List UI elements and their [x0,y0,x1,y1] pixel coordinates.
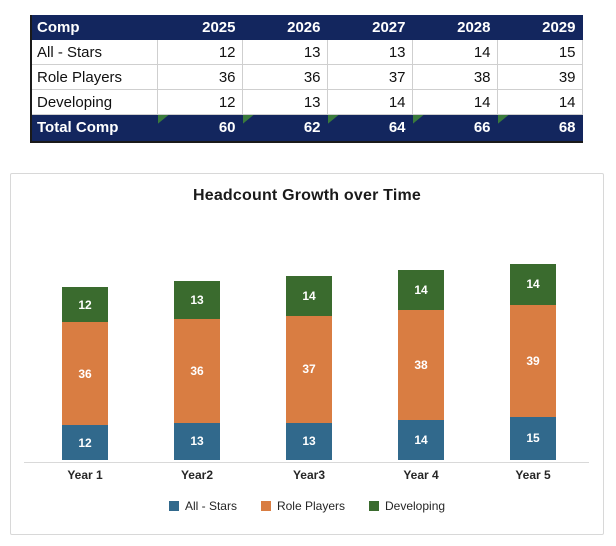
table-value-cell[interactable]: 38 [411,64,498,90]
legend-swatch-icon [369,501,379,511]
bar-value-label: 12 [78,435,92,450]
bar-value-label: 15 [526,431,540,446]
bar-segment-all-stars[interactable]: 13 [286,422,332,460]
legend-label: All - Stars [184,499,237,513]
formula-flag-triangle-icon [413,115,424,124]
bar-segment-developing[interactable]: 14 [398,269,444,311]
bar-segment-role-players[interactable]: 38 [398,310,444,420]
bar-value-label: 36 [78,366,92,381]
stacked-bar[interactable]: 14 38 14 [398,269,444,460]
legend-label: Developing [385,499,446,513]
chart-legend: All - Stars Role Players Developing [11,496,603,516]
comp-table: Comp 2025 2026 2027 2028 2029 All - Stars 12 13 1… [30,15,583,143]
table-value-cell[interactable]: 15 [496,39,583,65]
table-total-value-cell[interactable]: 68 [496,114,583,142]
x-axis-line [24,462,589,463]
bar-segment-role-players[interactable]: 36 [62,321,108,426]
bar-value-label: 14 [302,288,316,303]
table-row: Developing 12 13 14 14 14 [30,89,583,115]
bar-segment-developing[interactable]: 12 [62,287,108,322]
table-value-cell[interactable]: 36 [156,64,243,90]
table-row: All - Stars 12 13 13 14 15 [30,39,583,65]
bar-segment-role-players[interactable]: 37 [286,316,332,423]
stacked-bar[interactable]: 13 36 13 [174,281,220,460]
legend-swatch-icon [168,501,179,511]
bar-value-label: 14 [414,432,428,447]
x-axis-label: Year3 [292,468,326,482]
bar-value-label: 37 [302,362,316,377]
bar-segment-role-players[interactable]: 36 [174,318,220,423]
table-header-year-cell[interactable]: 2026 [241,15,328,40]
table-header-comp-cell[interactable]: Comp [30,15,158,40]
stacked-bar[interactable]: 13 37 14 [286,275,332,460]
legend-label: Role Players [276,499,345,513]
formula-flag-triangle-icon [498,115,509,124]
bar-value-label: 12 [78,297,92,312]
table-value-cell[interactable]: 13 [326,39,413,65]
bar-segment-developing[interactable]: 14 [286,275,332,317]
chart-title: Headcount Growth over Time [192,187,422,204]
table-row-label-cell[interactable]: Developing [30,89,158,115]
table-total-value-cell[interactable]: 64 [326,114,413,142]
bar-value-label: 13 [190,293,204,308]
table-total-value-cell[interactable]: 60 [156,114,243,142]
table-header-year-cell[interactable]: 2029 [496,15,583,40]
table-header-year-cell[interactable]: 2028 [411,15,498,40]
legend-item-all-stars[interactable]: All - Stars [168,499,237,513]
table-row-label-cell[interactable]: Role Players [30,64,158,90]
x-axis-label: Year2 [180,468,214,482]
bar-value-label: 36 [190,363,204,378]
table-total-value-cell[interactable]: 66 [411,114,498,142]
bar-value-label: 39 [526,353,540,368]
bar-segment-all-stars[interactable]: 13 [174,422,220,460]
table-header-year-cell[interactable]: 2025 [156,15,243,40]
table-value-cell[interactable]: 12 [156,39,243,65]
bar-value-label: 13 [302,434,316,449]
formula-flag-triangle-icon [243,115,254,124]
headcount-chart[interactable]: Headcount Growth over Time 12 36 12 13 36 13 1… [10,173,604,535]
stacked-bar[interactable]: 12 36 12 [62,287,108,460]
bar-segment-all-stars[interactable]: 14 [398,419,444,460]
bar-value-label: 14 [526,277,540,292]
table-value-cell[interactable]: 14 [411,89,498,115]
bar-segment-all-stars[interactable]: 15 [510,416,556,460]
legend-swatch-icon [260,501,271,511]
stacked-bar[interactable]: 15 39 14 [510,264,556,460]
x-axis-label: Year 5 [515,468,551,482]
table-value-cell[interactable]: 12 [156,89,243,115]
formula-flag-triangle-icon [328,115,339,124]
x-axis-label: Year 1 [67,468,103,482]
table-total-row: Total Comp 60 62 64 66 68 [30,114,583,142]
table-row-label-cell[interactable]: All - Stars [30,39,158,65]
table-value-cell[interactable]: 14 [411,39,498,65]
bar-value-label: 13 [190,434,204,449]
table-total-value-cell[interactable]: 62 [241,114,328,142]
bar-segment-all-stars[interactable]: 12 [62,425,108,460]
table-header-year-cell[interactable]: 2027 [326,15,413,40]
table-value-cell[interactable]: 14 [326,89,413,115]
table-value-cell[interactable]: 36 [241,64,328,90]
bar-value-label: 14 [414,283,428,298]
table-value-cell[interactable]: 39 [496,64,583,90]
bar-segment-role-players[interactable]: 39 [510,304,556,417]
legend-item-developing[interactable]: Developing [369,499,445,513]
bar-value-label: 38 [414,357,428,372]
formula-flag-triangle-icon [158,115,169,124]
bar-segment-developing[interactable]: 13 [174,281,220,319]
table-value-cell[interactable]: 13 [241,39,328,65]
table-value-cell[interactable]: 14 [496,89,583,115]
table-header-row: Comp 2025 2026 2027 2028 2029 [30,15,583,40]
legend-item-role-players[interactable]: Role Players [260,499,345,513]
table-row: Role Players 36 36 37 38 39 [30,64,583,90]
table-value-cell[interactable]: 13 [241,89,328,115]
table-total-label-cell[interactable]: Total Comp [30,114,158,142]
bar-segment-developing[interactable]: 14 [510,264,556,305]
table-value-cell[interactable]: 37 [326,64,413,90]
x-axis-label: Year 4 [403,468,439,482]
